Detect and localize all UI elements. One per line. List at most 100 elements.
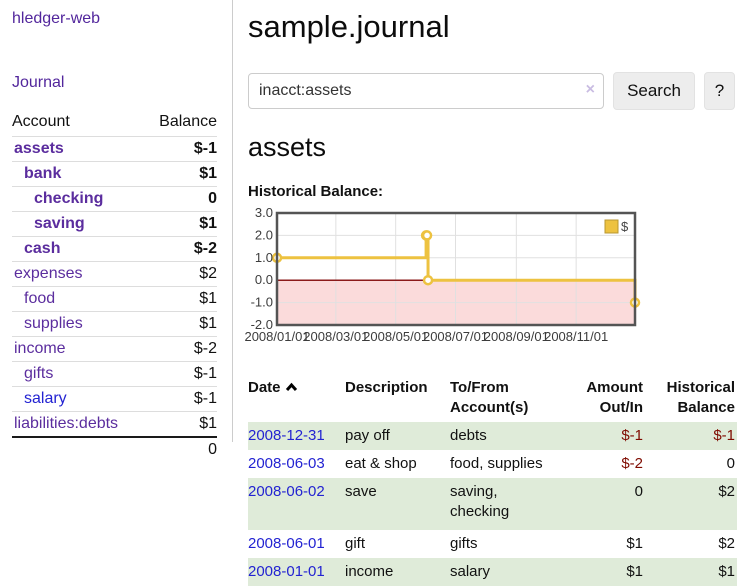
account-row: gifts $-1 [12,361,217,387]
search-form: × Search ? [248,72,737,110]
svg-text:$: $ [621,219,629,234]
transaction-description: income [345,563,394,580]
account-link-supplies[interactable]: supplies [24,315,83,332]
help-button[interactable]: ? [704,72,735,110]
transaction-amount: 0 [634,483,643,500]
svg-text:-2.0: -2.0 [251,317,273,332]
account-link-saving[interactable]: saving [34,215,85,232]
app-title-link[interactable]: hledger-web [12,10,101,27]
account-row: liabilities:debts $1 [12,411,217,437]
header-accounts: To/From Account(s) [450,379,529,416]
svg-text:0.0: 0.0 [255,272,273,287]
transaction-date-link[interactable]: 2008-01-01 [248,563,325,580]
account-row: supplies $1 [12,311,217,337]
account-balance: $2 [144,261,217,287]
transaction-amount: $-1 [621,427,643,444]
transaction-description: pay off [345,427,390,444]
search-button[interactable]: Search [613,72,695,110]
header-balance: Historical Balance [666,379,735,416]
account-row: bank $1 [12,161,217,187]
transaction-balance: $-1 [713,427,735,444]
account-balance: $1 [144,211,217,237]
account-link-income[interactable]: income [14,340,66,357]
chart-title: Historical Balance: [248,183,384,200]
sidebar: hledger-web Journal Account Balance asse… [0,0,233,462]
account-row: cash $-2 [12,236,217,262]
page-title: sample.journal [248,9,450,44]
svg-text:2008/03/01: 2008/03/01 [303,329,368,344]
accounts-header-balance: Balance [144,110,217,137]
clear-search-icon[interactable]: × [585,81,595,98]
header-description: Description [345,379,428,396]
transaction-row: 2008-06-03 eat & shop food, supplies $-2 0 [248,450,737,478]
transaction-amount: $1 [626,563,643,580]
account-link-assets[interactable]: assets [14,140,64,157]
accounts-tbody: assets $-1 bank $1 checking 0 saving $1 cash $-2 e… [12,137,217,437]
transaction-balance: $2 [718,535,735,552]
transaction-date-link[interactable]: 2008-06-03 [248,455,325,472]
accounts-table: Account Balance assets $-1 bank $1 checking 0… [12,110,217,462]
account-link-gifts[interactable]: gifts [24,365,54,382]
account-balance: $1 [144,411,217,437]
account-heading: assets [248,132,327,162]
sort-ascending-icon [285,378,298,398]
transaction-description: gift [345,535,366,552]
svg-text:-1.0: -1.0 [251,295,273,310]
transaction-accounts: saving, checking [450,483,510,520]
account-link-bank[interactable]: bank [24,165,62,182]
transaction-row: 2008-12-31 pay off debts $-1 $-1 [248,422,737,450]
account-balance: $1 [144,311,217,337]
transaction-amount: $1 [626,535,643,552]
transaction-date-link[interactable]: 2008-06-01 [248,535,325,552]
account-balance: $-1 [144,386,217,412]
transaction-date-link[interactable]: 2008-12-31 [248,427,325,444]
transaction-row: 2008-01-01 income salary $1 $1 [248,558,737,586]
header-date[interactable]: Date [248,376,345,422]
account-row: assets $-1 [12,137,217,162]
account-link-liabilities-debts[interactable]: liabilities:debts [14,415,119,432]
transaction-accounts: gifts [450,535,478,552]
account-link-expenses[interactable]: expenses [14,265,83,282]
transaction-accounts: food, supplies [450,455,543,472]
account-link-cash[interactable]: cash [24,240,61,257]
account-balance: $1 [144,286,217,312]
svg-text:1.0: 1.0 [255,250,273,265]
transaction-date-link[interactable]: 2008-06-02 [248,483,325,500]
transaction-description: eat & shop [345,455,417,472]
account-row: expenses $2 [12,261,217,287]
transaction-row: 2008-06-02 save saving, checking 0 $2 [248,478,737,530]
account-balance: $-2 [144,236,217,262]
svg-text:2008/09/01: 2008/09/01 [484,329,549,344]
header-amount: Amount Out/In [586,379,643,416]
account-link-checking[interactable]: checking [34,190,104,207]
account-row: saving $1 [12,211,217,237]
transaction-balance: 0 [726,455,735,472]
transactions-header-row: Date Description To/From Account(s) Amou… [248,376,737,422]
transaction-balance: $1 [718,563,735,580]
svg-text:2008/11/01: 2008/11/01 [544,329,608,344]
transaction-accounts: debts [450,427,487,444]
account-row: checking 0 [12,186,217,212]
accounts-header-account: Account [12,110,145,137]
transaction-balance: $2 [718,483,735,500]
account-balance: $-1 [193,140,217,157]
svg-text:2008/05/01: 2008/05/01 [363,329,428,344]
accounts-total-row: 0 [12,436,217,462]
account-link-salary[interactable]: salary [24,390,67,407]
transaction-description: save [345,483,377,500]
account-link-food[interactable]: food [24,290,56,307]
account-balance: 0 [144,186,217,212]
svg-text:2008/07/01: 2008/07/01 [423,329,488,344]
transactions-tbody: 2008-12-31 pay off debts $-1 $-1 2008-06-03 ea… [248,422,737,586]
transaction-amount: $-2 [621,455,643,472]
account-row: food $1 [12,286,217,312]
svg-text:2008/01/01: 2008/01/01 [244,329,309,344]
chart-canvas: $3.0 2.0 1.0 0.0 -1.0 -2.02008/01/012008/03/0… [244,205,641,344]
svg-text:3.0: 3.0 [255,205,273,220]
account-row: income $-2 [12,336,217,362]
account-balance: $1 [144,161,217,187]
sidebar-item-journal[interactable]: Journal [12,74,65,91]
account-balance: $-2 [144,336,217,362]
accounts-total-value: 0 [144,436,217,462]
search-input[interactable] [248,73,604,109]
